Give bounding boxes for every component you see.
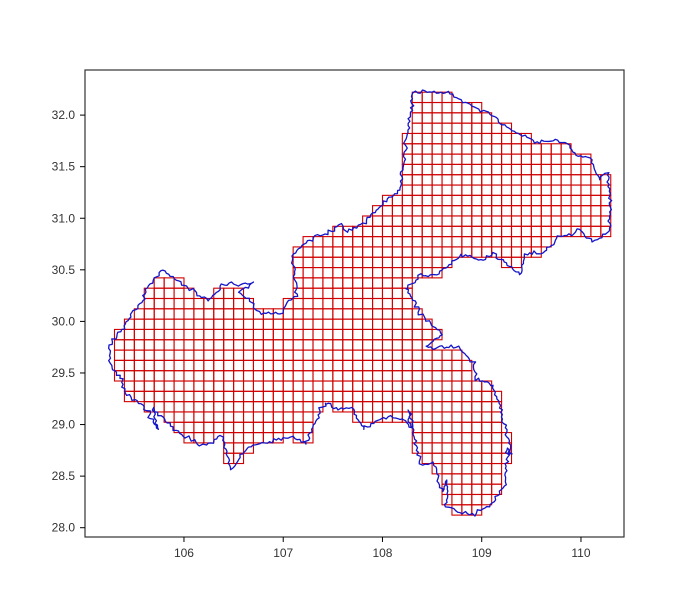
svg-text:29.5: 29.5 [52, 366, 76, 380]
svg-text:30.5: 30.5 [52, 263, 76, 277]
svg-text:28.5: 28.5 [52, 469, 76, 483]
svg-text:107: 107 [273, 546, 293, 560]
svg-text:109: 109 [472, 546, 492, 560]
svg-text:108: 108 [372, 546, 392, 560]
svg-text:110: 110 [571, 546, 590, 560]
svg-text:29.0: 29.0 [52, 418, 76, 432]
svg-text:32.0: 32.0 [52, 108, 76, 122]
svg-text:28.0: 28.0 [52, 521, 76, 535]
svg-text:106: 106 [174, 546, 194, 560]
svg-text:31.0: 31.0 [52, 211, 76, 225]
svg-text:31.5: 31.5 [52, 160, 76, 174]
svg-text:30.0: 30.0 [52, 314, 76, 328]
